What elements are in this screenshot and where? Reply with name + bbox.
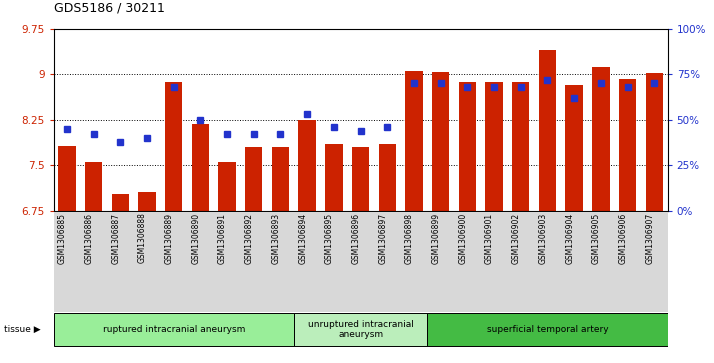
Text: GSM1306898: GSM1306898 [405,213,414,264]
Text: GSM1306901: GSM1306901 [485,213,494,264]
Text: GSM1306897: GSM1306897 [378,213,387,264]
Text: GSM1306899: GSM1306899 [432,213,441,264]
Bar [406,71,423,211]
Text: GSM1306893: GSM1306893 [271,213,281,264]
Bar [352,147,369,211]
Text: GSM1306887: GSM1306887 [111,213,120,264]
Text: GSM1306904: GSM1306904 [565,213,574,264]
Bar [378,144,396,211]
Bar [139,192,156,211]
Bar [111,194,129,211]
Text: GSM1306886: GSM1306886 [84,213,94,264]
Bar [54,313,294,346]
Bar [325,144,343,211]
Bar [245,147,263,211]
Bar [85,162,102,211]
Text: GSM1306889: GSM1306889 [165,213,174,264]
Bar [272,147,289,211]
Text: superficial temporal artery: superficial temporal artery [487,325,608,334]
Text: tissue ▶: tissue ▶ [4,325,40,334]
Bar [486,82,503,211]
Bar [432,72,449,211]
Bar [427,313,668,346]
Text: GSM1306891: GSM1306891 [218,213,227,264]
Text: GSM1306900: GSM1306900 [458,213,468,264]
Bar [565,85,583,211]
Bar [458,82,476,211]
Bar [165,82,182,211]
Text: GSM1306902: GSM1306902 [512,213,521,264]
Bar [191,124,209,211]
Text: GSM1306890: GSM1306890 [191,213,201,264]
Text: GSM1306894: GSM1306894 [298,213,307,264]
Text: unruptured intracranial
aneurysm: unruptured intracranial aneurysm [308,320,413,339]
Text: GSM1306892: GSM1306892 [245,213,253,264]
Text: GSM1306906: GSM1306906 [618,213,628,264]
Text: GSM1306888: GSM1306888 [138,213,147,264]
Text: ruptured intracranial aneurysm: ruptured intracranial aneurysm [103,325,245,334]
Bar [59,146,76,211]
Bar [539,50,556,211]
Bar [619,79,636,211]
Text: GSM1306907: GSM1306907 [645,213,654,264]
Bar [592,67,610,211]
Text: GSM1306905: GSM1306905 [592,213,601,264]
Bar [512,82,529,211]
Bar [218,162,236,211]
Text: GSM1306885: GSM1306885 [58,213,67,264]
Text: GSM1306896: GSM1306896 [351,213,361,264]
Text: GSM1306895: GSM1306895 [325,213,334,264]
Bar [294,313,427,346]
Text: GSM1306903: GSM1306903 [538,213,548,264]
Bar [298,120,316,211]
Text: GDS5186 / 30211: GDS5186 / 30211 [54,1,164,15]
Bar [645,73,663,211]
